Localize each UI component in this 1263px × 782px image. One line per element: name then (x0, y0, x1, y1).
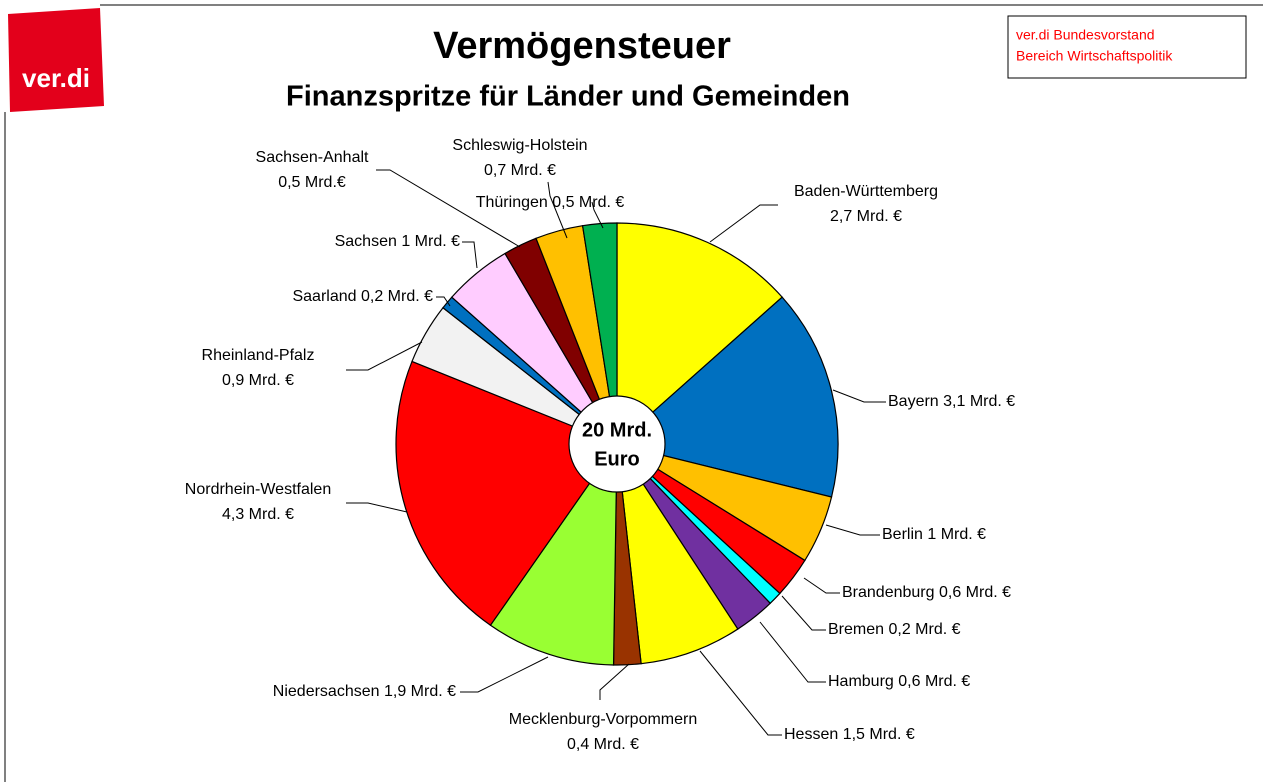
logo-box (8, 8, 104, 112)
category-label: Mecklenburg-Vorpommern (509, 711, 698, 728)
slice-label: Bayern 3,1 Mrd. € (888, 393, 1015, 410)
category-label: Bayern (888, 393, 939, 410)
leader-line (832, 389, 886, 403)
leader-line (376, 169, 521, 248)
category-label: Sachsen (335, 233, 397, 250)
value-label: 1,9 Mrd. € (384, 683, 456, 700)
category-label: Thüringen (476, 194, 548, 211)
pie-slice (616, 443, 739, 665)
chart-subtitle: Finanzspritze für Länder und Gemeinden (286, 81, 850, 113)
category-label: Brandenburg (842, 584, 935, 601)
pie-slice (395, 360, 618, 627)
category-label: Hamburg (828, 673, 894, 690)
slice-label: Niedersachsen 1,9 Mrd. € (273, 683, 456, 700)
leader-line (460, 656, 549, 693)
pie-slice (615, 296, 839, 498)
value-label: 0,4 Mrd. € (567, 736, 639, 753)
leader-line (436, 296, 451, 307)
leader-line (346, 502, 408, 513)
category-label: Baden-Württemberg (794, 183, 938, 200)
value-label: 1,5 Mrd. € (843, 726, 915, 743)
center-hole (568, 395, 666, 493)
value-label: 0,2 Mrd. € (888, 621, 960, 638)
pie-slice (489, 442, 618, 666)
value-label: 4,3 Mrd. € (222, 506, 294, 523)
pie-slice (581, 222, 618, 445)
leader-line (591, 201, 604, 229)
leader-line (462, 241, 478, 269)
chart-title: Vermögensteuer (433, 25, 731, 67)
leader-line (346, 341, 423, 371)
leader-line (825, 524, 880, 536)
leader-line (709, 204, 778, 243)
leader-line (699, 650, 782, 736)
leader-line (547, 181, 568, 239)
source-line: ver.di Bundesvorstand (1016, 27, 1155, 43)
leader-line (803, 577, 840, 594)
category-label: Nordrhein-Westfalen (185, 481, 331, 498)
value-label: 0,7 Mrd. € (484, 162, 556, 179)
slice-label: Hamburg 0,6 Mrd. € (828, 673, 970, 690)
logo-text: ver.di (22, 63, 90, 93)
category-label: Saarland (292, 288, 356, 305)
value-label: 0,9 Mrd. € (222, 372, 294, 389)
pie-slice (616, 222, 784, 446)
leader-line (599, 663, 630, 700)
category-label: Sachsen-Anhalt (256, 149, 370, 166)
category-label: Bremen (828, 621, 884, 638)
value-label: 3,1 Mrd. € (943, 393, 1015, 410)
slice-label: Bremen 0,2 Mrd. € (828, 621, 961, 638)
slice-label: Brandenburg 0,6 Mrd. € (842, 584, 1011, 601)
leader-line (759, 621, 826, 683)
slice-label: Thüringen 0,5 Mrd. € (476, 194, 625, 211)
source-box (1007, 15, 1247, 79)
value-label: 0,5 Mrd.€ (278, 174, 346, 191)
value-label: 0,5 Mrd. € (552, 194, 624, 211)
source-line: Bereich Wirtschaftspolitik (1016, 48, 1173, 64)
category-label: Niedersachsen (273, 683, 380, 700)
slice-label: Sachsen 1 Mrd. € (335, 233, 461, 250)
center-label: 20 Mrd. (582, 419, 652, 441)
category-label: Berlin (882, 526, 923, 543)
value-label: 0,6 Mrd. € (898, 673, 970, 690)
value-label: 1 Mrd. € (927, 526, 986, 543)
value-label: 1 Mrd. € (401, 233, 460, 250)
category-label: Rheinland-Pfalz (202, 347, 315, 364)
value-label: 0,6 Mrd. € (939, 584, 1011, 601)
slice-label: Berlin 1 Mrd. € (882, 526, 986, 543)
slice-label: Saarland 0,2 Mrd. € (292, 288, 433, 305)
center-label: Euro (594, 448, 640, 470)
slice-label: Hessen 1,5 Mrd. € (784, 726, 915, 743)
category-label: Hessen (784, 726, 838, 743)
value-label: 2,7 Mrd. € (830, 208, 902, 225)
category-label: Schleswig-Holstein (452, 137, 587, 154)
value-label: 0,2 Mrd. € (361, 288, 433, 305)
leader-line (781, 595, 826, 631)
